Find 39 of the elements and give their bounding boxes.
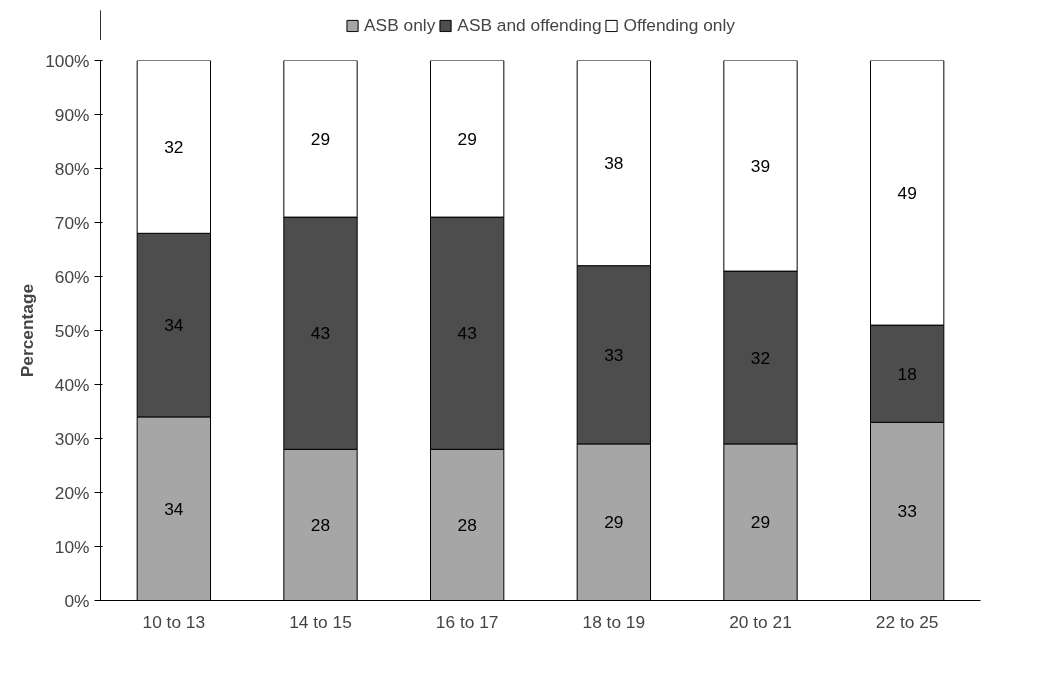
y-tick-label: 50% [54,320,90,341]
data-label: 28 [457,514,477,535]
legend-label: ASB and offending [457,14,602,36]
data-label: 43 [457,323,477,344]
x-tick-label: 16 to 17 [435,611,499,632]
data-label: 34 [164,498,184,519]
x-tick-label: 10 to 13 [142,611,206,632]
data-label: 32 [164,136,184,157]
data-label: 33 [604,344,624,365]
x-tick-label: 14 to 15 [289,611,352,632]
data-label: 29 [310,128,331,149]
data-label: 32 [750,347,771,368]
y-tick-label: 80% [54,158,90,179]
y-axis-title: Percentage [17,283,38,378]
y-tick-label: 20% [54,482,90,503]
y-tick-label: 70% [54,212,90,233]
data-label: 33 [897,501,917,522]
x-tick-label: 20 to 21 [729,611,792,632]
data-label: 29 [457,128,477,149]
data-label: 18 [897,363,917,384]
data-label: 29 [604,512,624,533]
data-label: 28 [310,514,331,535]
data-label: 29 [750,512,771,533]
data-label: 49 [897,182,917,203]
legend-label: ASB only [364,14,436,36]
y-tick-label: 30% [54,428,90,449]
x-tick-label: 22 to 25 [875,611,939,632]
y-tick-label: 100% [45,50,90,71]
data-label: 38 [604,153,624,174]
y-tick-label: 90% [54,104,90,125]
y-tick-label: 40% [54,374,90,395]
x-tick-label: 18 to 19 [582,611,646,632]
legend-label: Offending only [623,14,735,36]
data-label: 34 [164,315,184,336]
y-tick-label: 60% [54,266,90,287]
data-label: 43 [310,323,331,344]
y-tick-label: 10% [54,536,90,557]
data-label: 39 [750,155,771,176]
y-tick-label: 0% [64,590,90,611]
